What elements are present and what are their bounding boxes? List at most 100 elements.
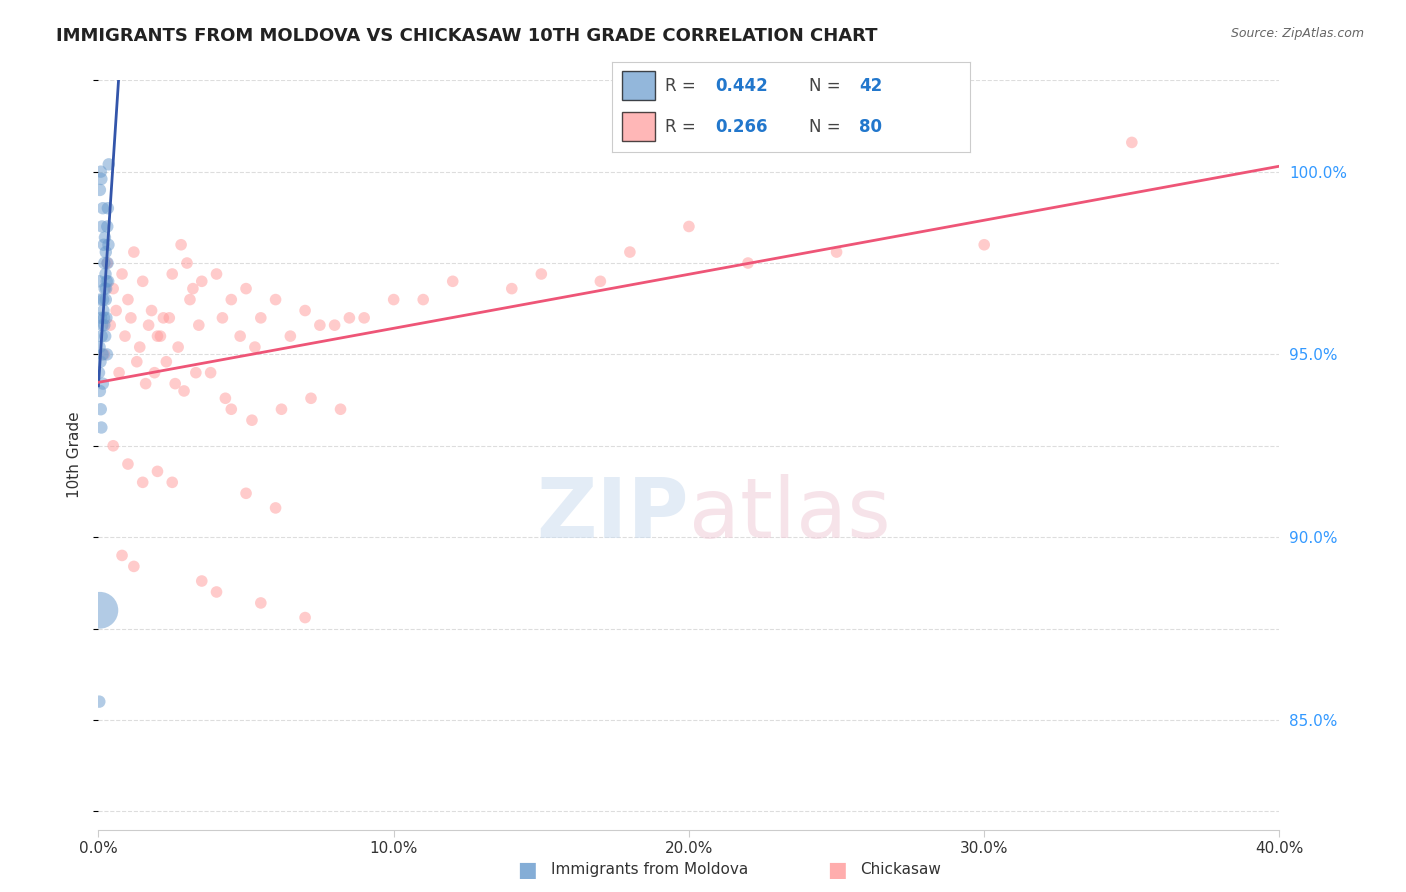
Point	[89, 603, 111, 617]
Point	[97, 274, 120, 288]
Point	[165, 376, 187, 391]
Point	[132, 274, 155, 288]
Point	[98, 318, 121, 333]
Point	[117, 457, 139, 471]
Point	[176, 256, 198, 270]
Text: R =: R =	[665, 77, 702, 95]
Point	[128, 340, 150, 354]
Point	[93, 256, 115, 270]
Point	[94, 329, 117, 343]
Text: 42: 42	[859, 77, 882, 95]
Point	[235, 486, 257, 500]
Point	[825, 245, 848, 260]
Point	[94, 245, 117, 260]
Point	[89, 355, 111, 369]
Point	[973, 237, 995, 252]
Point	[96, 310, 118, 325]
Y-axis label: 10th Grade: 10th Grade	[67, 411, 83, 499]
Point	[205, 585, 228, 599]
Point	[91, 318, 114, 333]
Point	[309, 318, 332, 333]
Point	[91, 376, 114, 391]
Point	[94, 293, 117, 307]
Point	[235, 282, 257, 296]
Point	[211, 310, 233, 325]
Point	[441, 274, 464, 288]
Point	[138, 318, 160, 333]
Point	[162, 475, 183, 490]
Point	[111, 549, 134, 563]
Point	[382, 293, 405, 307]
Point	[91, 347, 114, 361]
Point	[89, 384, 111, 398]
Point	[205, 267, 228, 281]
Point	[501, 282, 523, 296]
Point	[589, 274, 612, 288]
Point	[135, 376, 157, 391]
Point	[412, 293, 434, 307]
Point	[90, 420, 112, 434]
Point	[89, 340, 111, 354]
Point	[250, 596, 273, 610]
Text: Immigrants from Moldova: Immigrants from Moldova	[551, 863, 748, 877]
Point	[94, 267, 117, 281]
Point	[120, 310, 142, 325]
Point	[200, 366, 222, 380]
Point	[90, 172, 112, 186]
Text: N =: N =	[808, 77, 845, 95]
Point	[103, 439, 125, 453]
Point	[114, 329, 136, 343]
Text: ■: ■	[827, 860, 846, 880]
Point	[152, 310, 174, 325]
Point	[89, 293, 111, 307]
Point	[97, 256, 120, 270]
Point	[214, 391, 236, 405]
Text: Source: ZipAtlas.com: Source: ZipAtlas.com	[1230, 27, 1364, 40]
Point	[122, 245, 145, 260]
Point	[184, 366, 207, 380]
Text: R =: R =	[665, 118, 702, 136]
Point	[125, 355, 148, 369]
Point	[264, 293, 287, 307]
Text: Chickasaw: Chickasaw	[860, 863, 942, 877]
Point	[93, 303, 115, 318]
Point	[243, 340, 266, 354]
Text: atlas: atlas	[689, 475, 890, 556]
Point	[250, 310, 273, 325]
Text: 0.442: 0.442	[716, 77, 768, 95]
Point	[737, 256, 759, 270]
Point	[103, 282, 125, 296]
Point	[105, 303, 128, 318]
Point	[96, 274, 118, 288]
Point	[167, 340, 190, 354]
Point	[90, 310, 112, 325]
Point	[97, 157, 120, 171]
Point	[91, 293, 114, 307]
Point	[90, 402, 112, 417]
Point	[94, 230, 117, 244]
Text: N =: N =	[808, 118, 845, 136]
Point	[93, 347, 115, 361]
Point	[221, 402, 243, 417]
Point	[157, 310, 180, 325]
Point	[146, 464, 169, 478]
Point	[97, 237, 120, 252]
Point	[93, 282, 115, 296]
Point	[96, 256, 118, 270]
Point	[187, 318, 209, 333]
Point	[339, 310, 361, 325]
Text: ■: ■	[517, 860, 537, 880]
Point	[90, 164, 112, 178]
Point	[117, 293, 139, 307]
Point	[264, 500, 287, 515]
Point	[179, 293, 201, 307]
Point	[270, 402, 292, 417]
Point	[530, 267, 553, 281]
Text: 80: 80	[859, 118, 882, 136]
Text: 0.266: 0.266	[716, 118, 768, 136]
Text: IMMIGRANTS FROM MOLDOVA VS CHICKASAW 10TH GRADE CORRELATION CHART: IMMIGRANTS FROM MOLDOVA VS CHICKASAW 10T…	[56, 27, 877, 45]
Point	[173, 384, 195, 398]
Point	[143, 366, 166, 380]
Point	[122, 559, 145, 574]
Point	[91, 219, 114, 234]
